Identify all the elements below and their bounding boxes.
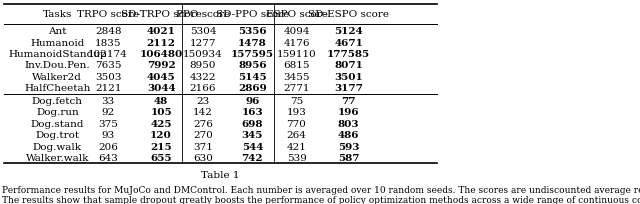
- Text: 276: 276: [193, 119, 213, 128]
- Text: 5356: 5356: [238, 27, 267, 36]
- Text: 3177: 3177: [334, 84, 363, 93]
- Text: 539: 539: [287, 153, 307, 162]
- Text: 770: 770: [287, 119, 307, 128]
- Text: 48: 48: [154, 96, 168, 105]
- Text: 486: 486: [338, 130, 359, 139]
- Text: 375: 375: [98, 119, 118, 128]
- Text: Dog.walk: Dog.walk: [33, 142, 82, 151]
- Text: 102174: 102174: [88, 50, 128, 59]
- Text: 2771: 2771: [284, 84, 310, 93]
- Text: 193: 193: [287, 108, 307, 116]
- Text: Table 1: Table 1: [202, 171, 240, 180]
- Text: 142: 142: [193, 108, 213, 116]
- Text: Walker.walk: Walker.walk: [26, 153, 89, 162]
- Text: 206: 206: [98, 142, 118, 151]
- Text: HumanoidStandup: HumanoidStandup: [8, 50, 107, 59]
- Text: 421: 421: [287, 142, 307, 151]
- Text: 163: 163: [241, 108, 263, 116]
- Text: 6815: 6815: [284, 61, 310, 70]
- Text: SD-PPO score: SD-PPO score: [216, 10, 289, 19]
- Text: HalfCheetah: HalfCheetah: [24, 84, 90, 93]
- Text: 159110: 159110: [276, 50, 316, 59]
- Text: 270: 270: [193, 130, 213, 139]
- Text: 3044: 3044: [147, 84, 175, 93]
- Text: Humanoid: Humanoid: [30, 38, 84, 47]
- Text: 5124: 5124: [334, 27, 363, 36]
- Text: 3503: 3503: [95, 73, 122, 82]
- Text: 7635: 7635: [95, 61, 122, 70]
- Text: 33: 33: [102, 96, 115, 105]
- Text: 150934: 150934: [183, 50, 223, 59]
- Text: 5145: 5145: [238, 73, 267, 82]
- Text: 2112: 2112: [147, 38, 175, 47]
- Text: 4322: 4322: [189, 73, 216, 82]
- Text: 345: 345: [242, 130, 263, 139]
- Text: 4021: 4021: [147, 27, 175, 36]
- Text: 4176: 4176: [284, 38, 310, 47]
- Text: 2848: 2848: [95, 27, 122, 36]
- Text: 655: 655: [150, 153, 172, 162]
- Text: 93: 93: [102, 130, 115, 139]
- Text: 587: 587: [338, 153, 359, 162]
- Text: 742: 742: [241, 153, 263, 162]
- Text: 425: 425: [150, 119, 172, 128]
- Text: 92: 92: [102, 108, 115, 116]
- Text: Dog.run: Dog.run: [36, 108, 79, 116]
- Text: 120: 120: [150, 130, 172, 139]
- Text: SD-TRPO score: SD-TRPO score: [121, 10, 202, 19]
- Text: 3501: 3501: [334, 73, 363, 82]
- Text: 105: 105: [150, 108, 172, 116]
- Text: 7992: 7992: [147, 61, 175, 70]
- Text: 2869: 2869: [238, 84, 267, 93]
- Text: 8071: 8071: [334, 61, 363, 70]
- Text: 1277: 1277: [189, 38, 216, 47]
- Text: 698: 698: [242, 119, 263, 128]
- Text: Dog.fetch: Dog.fetch: [32, 96, 83, 105]
- Text: 1478: 1478: [238, 38, 267, 47]
- Text: 96: 96: [245, 96, 260, 105]
- Text: 2166: 2166: [189, 84, 216, 93]
- Text: 544: 544: [242, 142, 263, 151]
- Text: 4671: 4671: [334, 38, 363, 47]
- Text: 803: 803: [338, 119, 359, 128]
- Text: 630: 630: [193, 153, 213, 162]
- Text: Tasks: Tasks: [43, 10, 72, 19]
- Text: 593: 593: [338, 142, 359, 151]
- Text: 23: 23: [196, 96, 210, 105]
- Text: 75: 75: [290, 96, 303, 105]
- Text: 264: 264: [287, 130, 307, 139]
- Text: 4094: 4094: [284, 27, 310, 36]
- Text: Walker2d: Walker2d: [33, 73, 83, 82]
- Text: Inv.Dou.Pen.: Inv.Dou.Pen.: [24, 61, 90, 70]
- Text: 177585: 177585: [327, 50, 370, 59]
- Text: Dog.trot: Dog.trot: [35, 130, 79, 139]
- Text: 77: 77: [341, 96, 356, 105]
- Text: 5304: 5304: [189, 27, 216, 36]
- Text: 8956: 8956: [238, 61, 267, 70]
- Text: 4045: 4045: [147, 73, 175, 82]
- Text: 2121: 2121: [95, 84, 122, 93]
- Text: Dog.stand: Dog.stand: [31, 119, 84, 128]
- Text: PPO score: PPO score: [176, 10, 230, 19]
- Text: 643: 643: [98, 153, 118, 162]
- Text: 1835: 1835: [95, 38, 122, 47]
- Text: 8950: 8950: [189, 61, 216, 70]
- Text: 106480: 106480: [140, 50, 182, 59]
- Text: Ant: Ant: [48, 27, 67, 36]
- Text: SD-ESPO score: SD-ESPO score: [308, 10, 389, 19]
- Text: 215: 215: [150, 142, 172, 151]
- Text: Performance results for MuJoCo and DMControl. Each number is averaged over 10 ra: Performance results for MuJoCo and DMCon…: [2, 185, 640, 204]
- Text: 157595: 157595: [231, 50, 274, 59]
- Text: TRPO score: TRPO score: [77, 10, 139, 19]
- Text: 371: 371: [193, 142, 213, 151]
- Text: 196: 196: [338, 108, 360, 116]
- Text: ESPO score: ESPO score: [266, 10, 328, 19]
- Text: 3455: 3455: [284, 73, 310, 82]
